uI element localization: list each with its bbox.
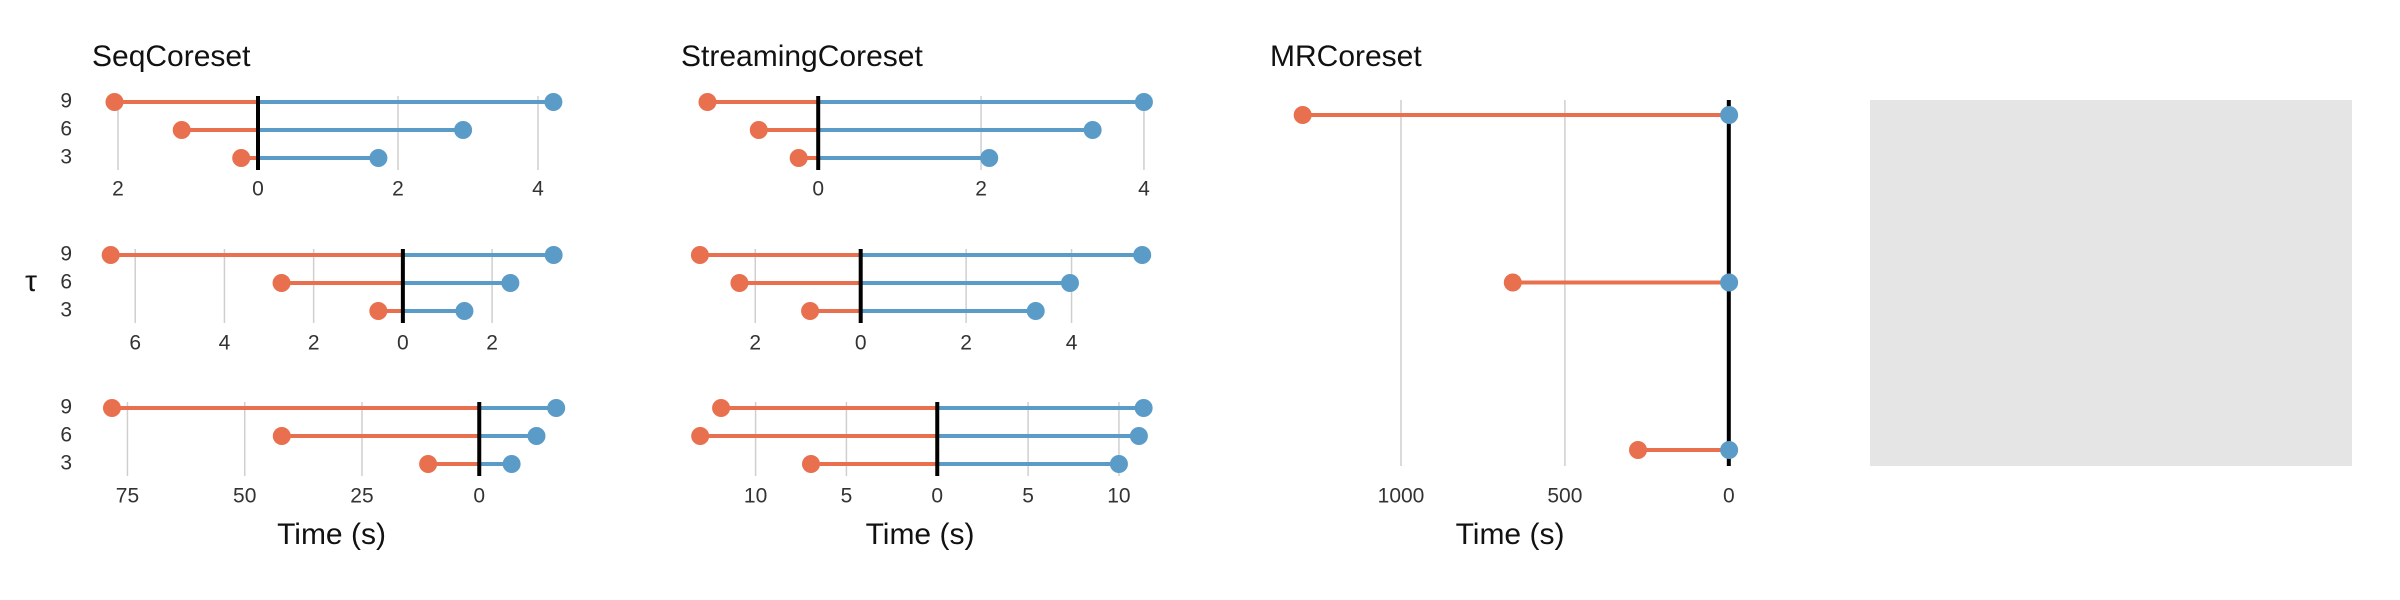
x-tick-label: 2 [112,178,124,201]
dot [1129,427,1148,445]
dot [502,455,521,473]
dot [1720,441,1739,459]
dot [1083,121,1102,139]
dot [544,246,563,264]
dot [101,246,120,264]
x-tick-label: 4 [1138,178,1150,201]
dot [801,302,820,320]
x-tick-label: 4 [1066,332,1078,355]
x-tick-label: 0 [1723,485,1735,508]
dot [730,274,749,292]
x-tick-label: 1000 [1378,485,1425,508]
x-tick-label: 2 [308,332,320,355]
y-tick-label: 3 [60,452,72,475]
x-tick-label: 10 [744,485,767,508]
x-tick-label: 4 [219,332,231,355]
dot [105,93,124,111]
dot [544,93,563,111]
y-tick-label: 3 [60,299,72,322]
dot [527,427,546,445]
dot [1720,273,1739,292]
x-tick-label: 2 [486,332,498,355]
dot [980,149,999,167]
panel-title: MRCoreset [1270,40,1422,73]
dot [501,274,520,292]
dot [419,455,438,473]
x-tick-label: 500 [1547,485,1582,508]
empty-panel [1870,100,2352,466]
y-tick-label: 9 [60,243,72,266]
dot [369,149,388,167]
x-tick-label: 4 [532,178,544,201]
x-tick-label: 0 [473,485,485,508]
panel-title: SeqCoreset [92,40,251,73]
dot [1134,93,1153,111]
dot [690,246,709,264]
x-tick-label: 10 [1107,485,1130,508]
x-tick-label: 75 [116,485,139,508]
x-tick-label: 0 [931,485,943,508]
dot [712,399,731,417]
dot [1629,441,1648,459]
y-tick-label: 6 [60,424,72,447]
y-axis-label: τ [25,265,37,298]
x-tick-label: 2 [392,178,404,201]
x-tick-label: 0 [252,178,264,201]
x-tick-label: 0 [855,332,867,355]
dot [691,427,710,445]
dot [1503,273,1522,292]
x-tick-label: 2 [960,332,972,355]
dot [1060,274,1079,292]
dot [698,93,717,111]
x-tick-label: 0 [812,178,824,201]
dot [1109,455,1128,473]
dot [801,455,820,473]
y-tick-label: 6 [60,118,72,141]
dot [102,399,121,417]
dot [272,274,291,292]
y-tick-label: 9 [60,90,72,113]
dot [547,399,566,417]
dot [232,149,251,167]
x-tick-label: 25 [350,485,373,508]
dot [749,121,768,139]
x-tick-label: 50 [233,485,256,508]
y-tick-label: 6 [60,271,72,294]
y-tick-label: 3 [60,146,72,169]
x-tick-label: 2 [749,332,761,355]
y-tick-label: 9 [60,396,72,419]
dot [1293,106,1312,124]
x-tick-label: 2 [975,178,987,201]
dot [369,302,388,320]
dot [172,121,191,139]
dot [789,149,808,167]
dot [455,302,474,320]
x-tick-label: 5 [841,485,853,508]
x-tick-label: 5 [1022,485,1034,508]
x-axis-label: Time (s) [1456,518,1565,551]
panel-title: StreamingCoreset [681,40,923,73]
x-tick-label: 0 [397,332,409,355]
dot [454,121,473,139]
dot [1720,106,1739,124]
x-tick-label: 6 [129,332,141,355]
dot [1133,246,1152,264]
dot [1134,399,1153,417]
dot [272,427,291,445]
dot [1026,302,1045,320]
x-axis-label: Time (s) [277,518,386,551]
x-axis-label: Time (s) [866,518,975,551]
